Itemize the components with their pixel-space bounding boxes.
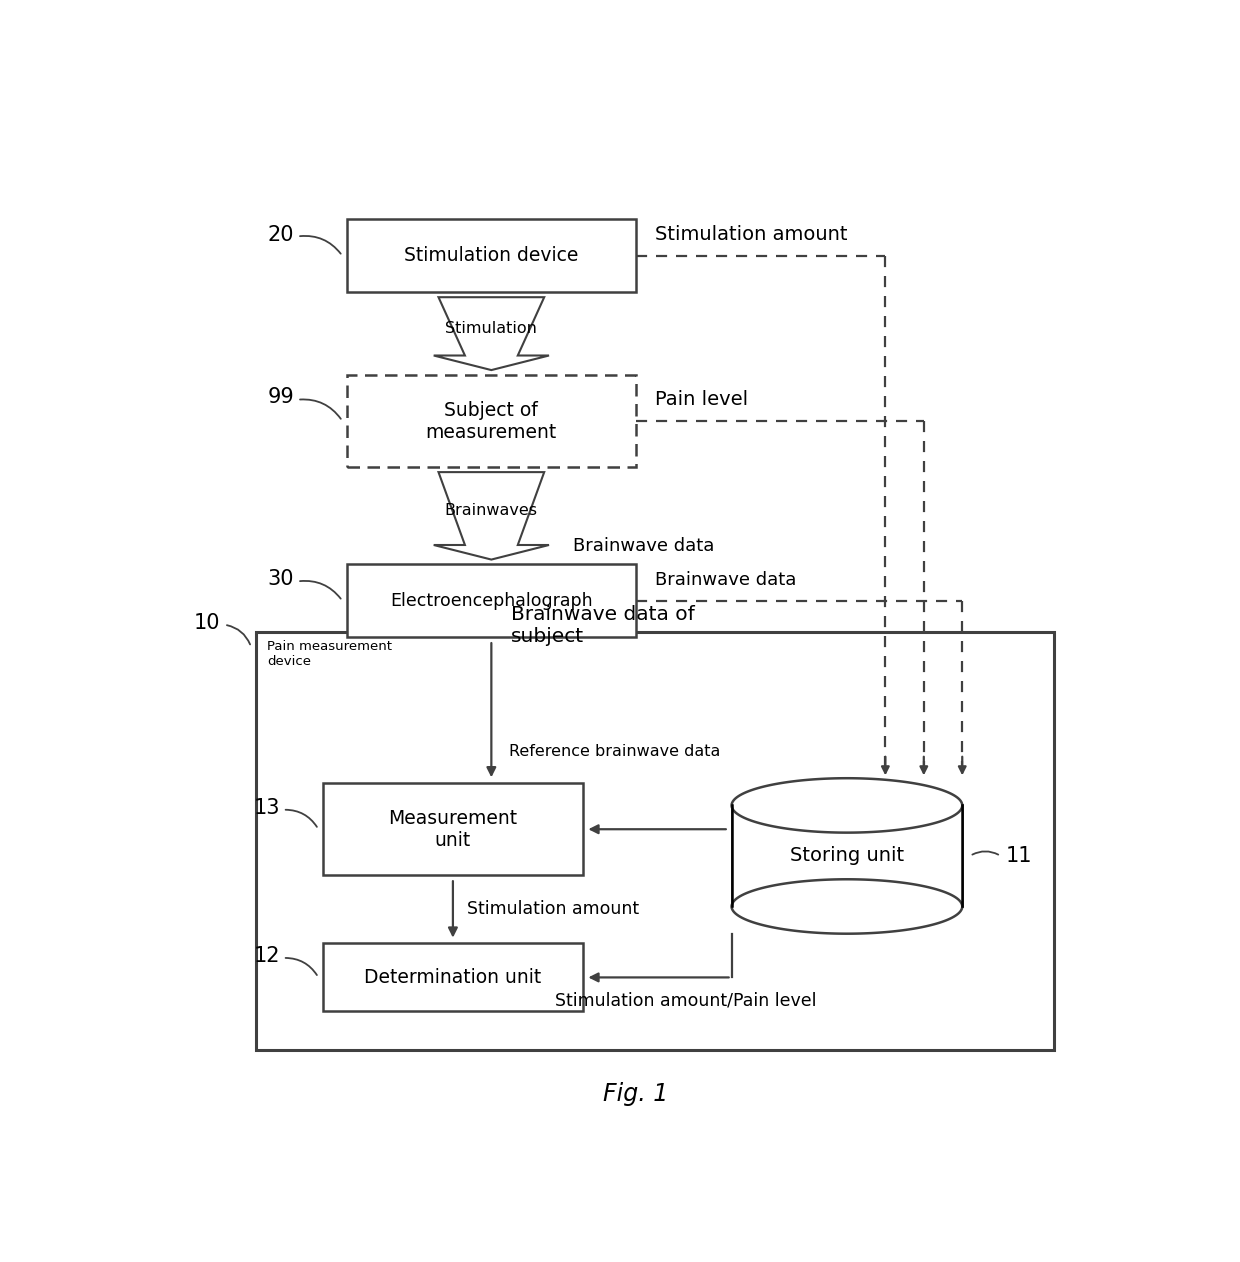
Text: Stimulation amount: Stimulation amount	[655, 225, 847, 245]
Polygon shape	[732, 779, 962, 833]
Bar	[347, 375, 635, 467]
Text: 99: 99	[268, 387, 294, 406]
Text: Determination unit: Determination unit	[365, 968, 542, 987]
Text: Storing unit: Storing unit	[790, 847, 904, 866]
Text: Stimulation amount: Stimulation amount	[467, 900, 640, 919]
Polygon shape	[434, 298, 549, 370]
Text: Brainwave data: Brainwave data	[655, 572, 796, 589]
Bar	[347, 564, 635, 637]
Text: Pain level: Pain level	[655, 390, 748, 409]
Text: Stimulation amount/Pain level: Stimulation amount/Pain level	[556, 992, 817, 1010]
Text: Electroencephalograph: Electroencephalograph	[391, 592, 593, 610]
Polygon shape	[434, 472, 549, 559]
Text: Stimulation device: Stimulation device	[404, 246, 579, 265]
Bar	[347, 220, 635, 293]
Text: 13: 13	[253, 798, 280, 818]
Text: Brainwave data of
subject: Brainwave data of subject	[511, 604, 694, 646]
Bar	[732, 805, 962, 906]
Polygon shape	[732, 880, 962, 934]
Text: Pain measurement
device: Pain measurement device	[268, 640, 392, 668]
Text: 30: 30	[268, 569, 294, 589]
Text: Fig. 1: Fig. 1	[603, 1082, 668, 1106]
Bar	[255, 632, 1054, 1050]
Bar	[324, 944, 583, 1011]
Text: Subject of
measurement: Subject of measurement	[425, 400, 557, 442]
Text: 20: 20	[268, 225, 294, 245]
Text: Measurement
unit: Measurement unit	[388, 809, 517, 849]
Text: 10: 10	[193, 613, 221, 632]
Bar	[324, 782, 583, 876]
Text: Reference brainwave data: Reference brainwave data	[508, 743, 720, 758]
Text: 12: 12	[253, 946, 280, 965]
Text: 11: 11	[1006, 846, 1032, 866]
Text: Brainwave data: Brainwave data	[573, 536, 714, 555]
Text: Stimulation: Stimulation	[445, 322, 537, 336]
Text: Brainwaves: Brainwaves	[445, 504, 538, 519]
